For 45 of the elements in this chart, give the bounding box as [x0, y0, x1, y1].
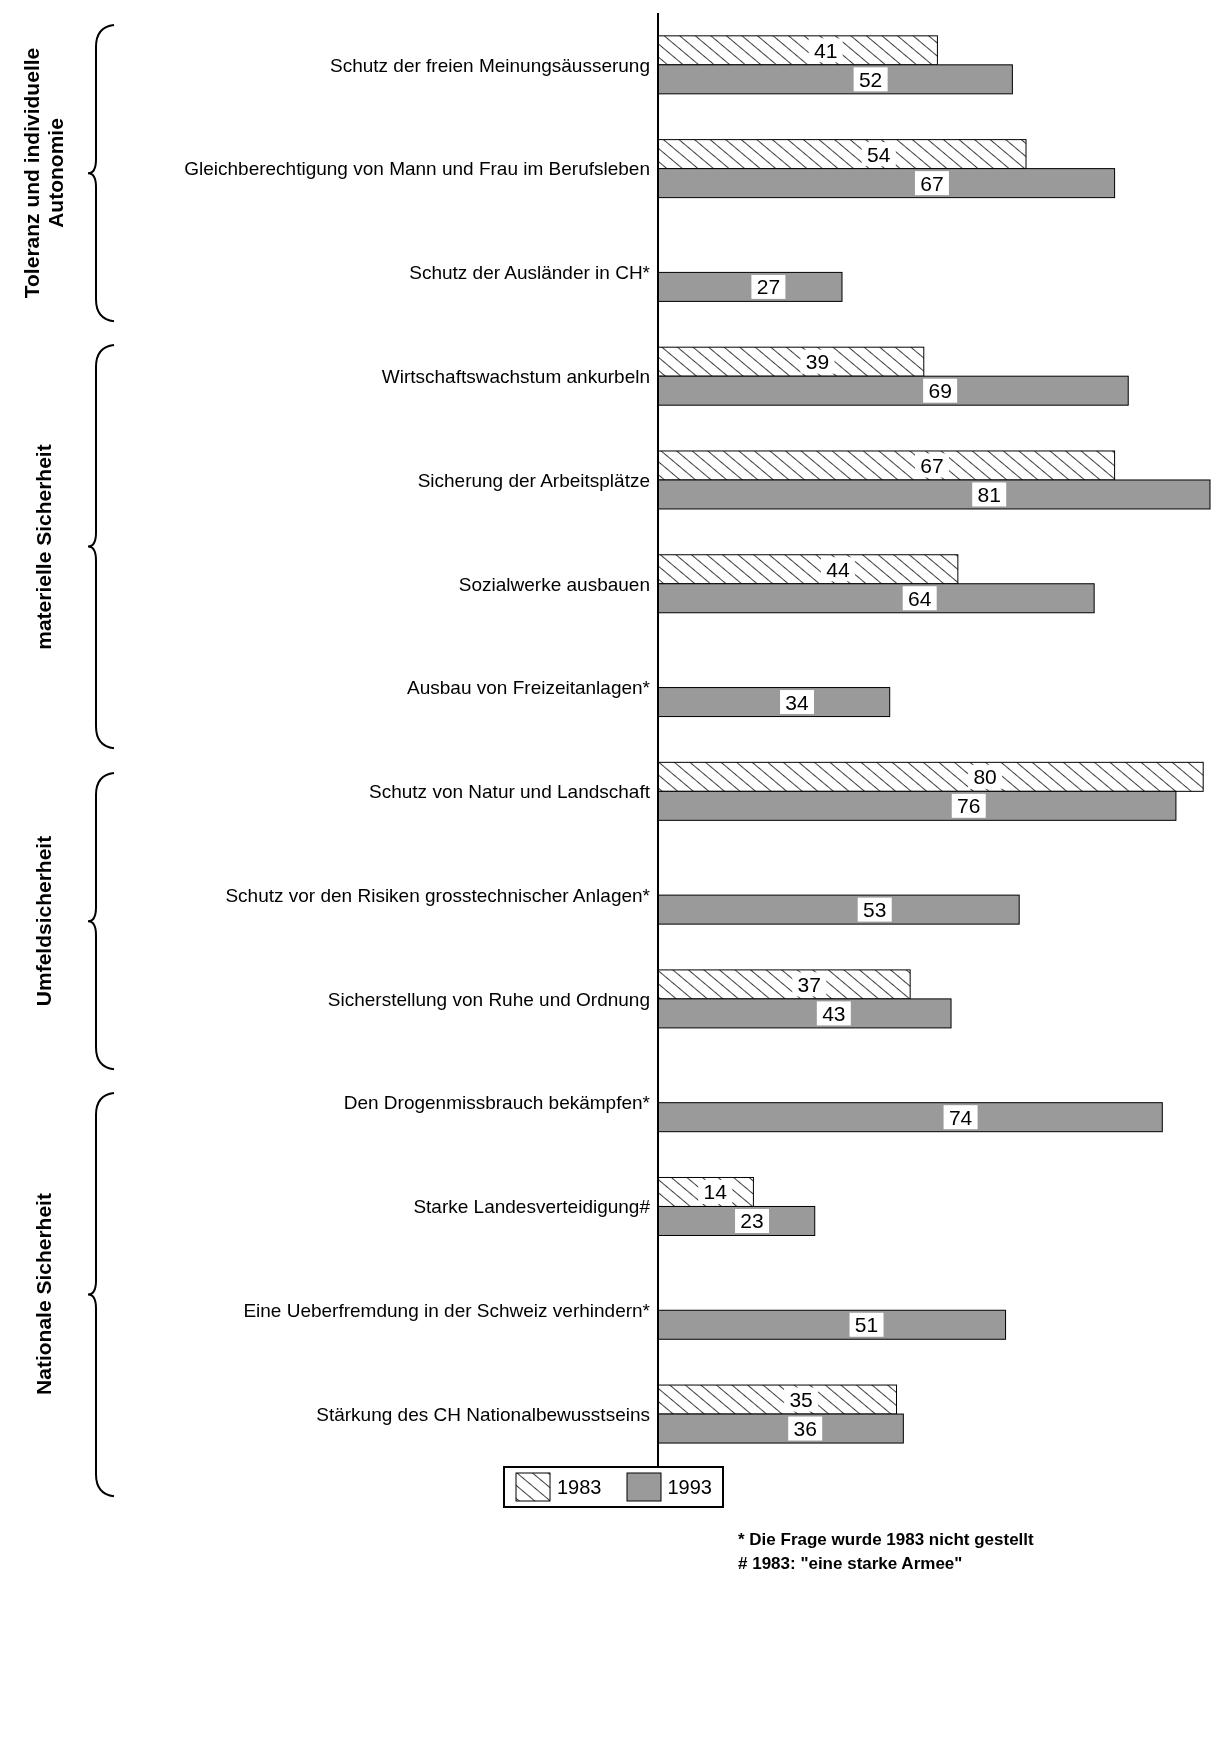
data-label: 14 — [703, 1180, 728, 1204]
text: Nationale Sicherheit — [32, 1192, 56, 1398]
data-label: 44 — [826, 557, 850, 581]
data-label: 36 — [793, 1417, 817, 1441]
y-tick-label: Sozialwerke ausbauen — [458, 573, 650, 595]
data-label: 23 — [740, 1209, 764, 1233]
y-tick-label: Schutz der freien Meinungsäusserung — [329, 54, 650, 76]
data-label: 51 — [854, 1313, 879, 1337]
legend-label: 1983 — [556, 1474, 602, 1500]
text: Toleranz und individuelle Autonomie — [20, 46, 68, 301]
data-label: 69 — [928, 379, 952, 403]
data-label: 43 — [822, 1001, 846, 1025]
data-label: 64 — [908, 586, 932, 610]
text: * Die Frage wurde 1983 nicht gestellt — [738, 1529, 1034, 1551]
data-label: 80 — [973, 765, 997, 789]
text: materielle Sicherheit — [32, 443, 56, 652]
y-tick-label: Schutz der Ausländer in CH* — [409, 262, 651, 284]
data-label: 52 — [858, 67, 883, 91]
y-tick-label: Stärkung des CH Nationalbewusstseins — [316, 1403, 650, 1425]
data-label: 35 — [789, 1388, 813, 1412]
y-tick-label: Wirtschaftswachstum ankurbeln — [381, 365, 650, 387]
y-tick-label: Eine Ueberfremdung in der Schweiz verhindern* — [243, 1300, 651, 1322]
y-tick-label: Schutz vor den Risiken grosstechnischer Anlagen* — [225, 884, 651, 906]
y-tick-label: Sicherstellung von Ruhe und Ordnung — [327, 988, 650, 1010]
data-label: 39 — [805, 350, 830, 374]
y-tick-label: Gleichberechtigung von Mann und Frau im Berufsleben — [184, 158, 650, 180]
data-label: 53 — [863, 898, 887, 922]
data-label: 67 — [920, 171, 944, 195]
data-label: 67 — [920, 453, 944, 477]
text: Umfeldsicherheit — [32, 834, 56, 1008]
legend-label: 1993 — [666, 1474, 712, 1500]
y-tick-label: Den Drogenmissbrauch bekämpfen* — [343, 1092, 651, 1114]
y-tick-label: Schutz von Natur und Landschaft — [369, 781, 651, 803]
data-label: 76 — [957, 794, 981, 818]
data-label: 27 — [756, 275, 781, 299]
data-label: 37 — [797, 972, 821, 996]
data-label: 54 — [867, 142, 891, 166]
y-tick-label: Ausbau von Freizeitanlagen* — [407, 677, 651, 699]
data-label: 41 — [813, 38, 838, 62]
data-label: 74 — [948, 1105, 973, 1129]
data-label: 81 — [977, 482, 1001, 506]
data-label: 34 — [785, 690, 810, 714]
y-tick-label: Sicherung der Arbeitsplätze — [417, 469, 650, 491]
text: # 1983: "eine starke Armee" — [738, 1553, 964, 1575]
y-tick-label: Starke Landesverteidigung# — [413, 1196, 651, 1218]
